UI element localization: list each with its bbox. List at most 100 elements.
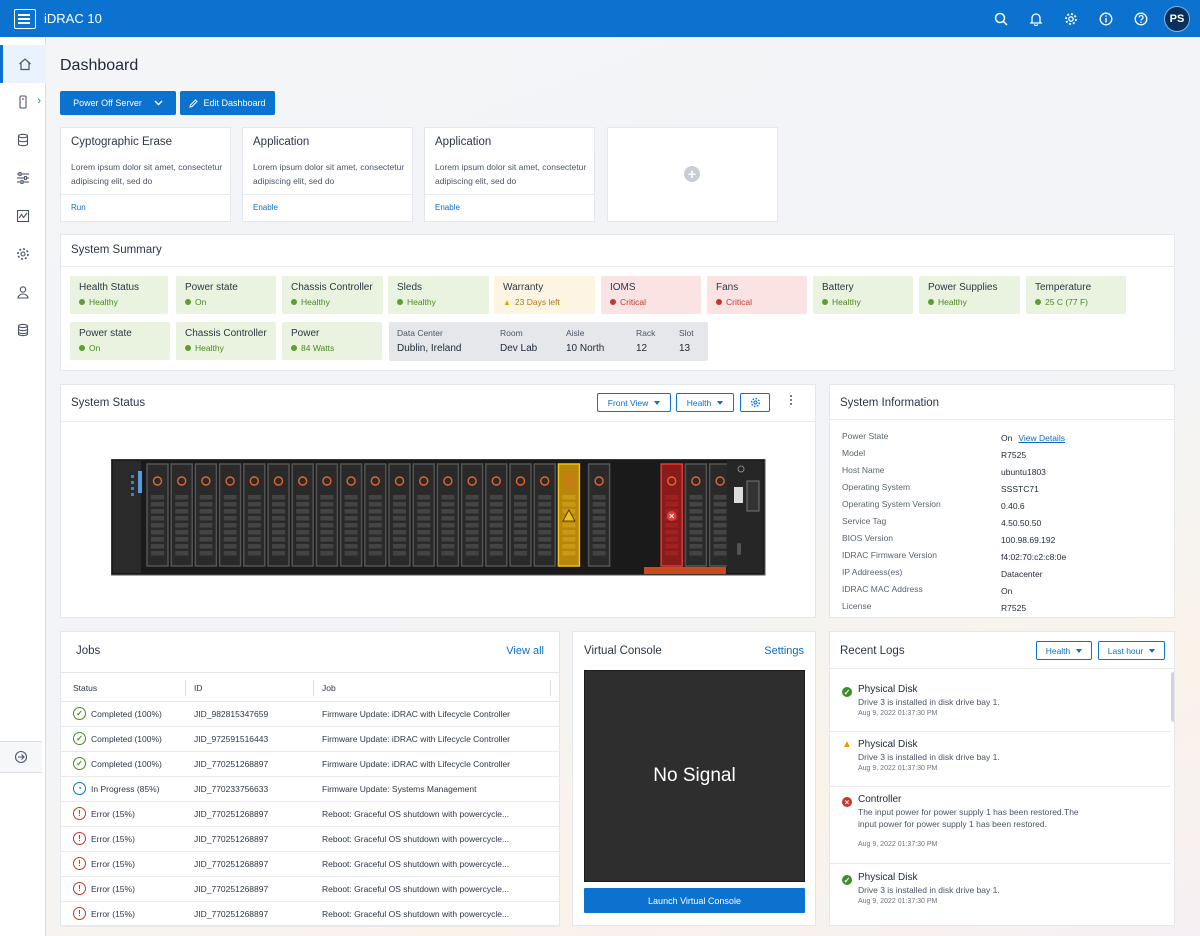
view-all-link[interactable]: View all (506, 645, 544, 657)
drive-bay[interactable] (412, 463, 435, 567)
virtual-console-screen[interactable]: No Signal (584, 670, 805, 882)
view-details-link[interactable]: View Details (1018, 433, 1065, 443)
bell-icon[interactable] (1018, 0, 1053, 37)
column-header-status[interactable]: Status (73, 683, 98, 693)
summary-tile[interactable]: Power 84 Watts (282, 322, 382, 360)
drive-bay[interactable] (509, 463, 532, 567)
user-avatar[interactable]: PS (1164, 5, 1190, 32)
more-options-icon[interactable] (787, 395, 795, 411)
logs-scrollbar[interactable] (1171, 672, 1174, 722)
drive-vent (592, 502, 606, 507)
drive-bay[interactable] (587, 463, 611, 567)
drive-bay[interactable] (460, 463, 484, 567)
drive-vent (223, 544, 237, 549)
summary-tile[interactable]: Chassis Controller Healthy (282, 276, 383, 314)
card-link-enable[interactable]: Enable (253, 203, 278, 212)
summary-tile[interactable]: Fans Critical (707, 276, 807, 314)
info-icon[interactable] (1088, 0, 1123, 37)
log-title: Physical Disk (858, 684, 918, 695)
summary-tile-status: Healthy (291, 297, 383, 307)
nav-users[interactable] (0, 273, 46, 311)
nav-configuration[interactable] (0, 159, 46, 197)
drive-bay[interactable] (218, 463, 242, 567)
status-text: Healthy (89, 297, 118, 307)
summary-tile[interactable]: Power state On (176, 276, 276, 314)
drive-bay[interactable] (364, 463, 387, 567)
drive-bay[interactable] (485, 463, 508, 567)
job-row[interactable]: ✓ Completed (100%) JID_770251268897 Firmwar… (61, 752, 559, 777)
job-row[interactable]: ! Error (15%) JID_770251268897 Reboot: Grac… (61, 802, 559, 827)
summary-tile[interactable]: Battery Healthy (813, 276, 913, 314)
server-front-view[interactable] (111, 459, 767, 579)
job-row[interactable]: ! Error (15%) JID_770251268897 Reboot: Grac… (61, 902, 559, 927)
drive-bay[interactable] (291, 463, 314, 567)
drive-bay[interactable] (170, 463, 193, 567)
column-header-job[interactable]: Job (322, 683, 336, 693)
add-card-button[interactable]: + (607, 127, 778, 222)
edit-dashboard-button[interactable]: Edit Dashboard (180, 91, 275, 115)
drive-bay[interactable] (684, 463, 708, 567)
nav-server[interactable]: › (0, 83, 46, 121)
drive-vent (320, 544, 334, 549)
summary-tile[interactable]: Warranty ▲ 23 Days left (494, 276, 595, 314)
summary-tile[interactable]: IOMS Critical (601, 276, 701, 314)
drive-bay[interactable] (194, 463, 218, 567)
drive-bay[interactable] (339, 463, 363, 567)
status-settings-button[interactable] (740, 393, 770, 412)
log-item[interactable]: ▲ Physical Disk Drive 3 is installed in di… (830, 739, 1170, 787)
help-icon[interactable] (1123, 0, 1158, 37)
summary-tile[interactable]: Chassis Controller Healthy (176, 322, 276, 360)
summary-tile-label: Chassis Controller (291, 282, 373, 293)
log-item[interactable]: ✓ Physical Disk Drive 3 is installed in di… (830, 684, 1170, 732)
nav-maintenance[interactable] (0, 311, 46, 349)
logs-health-filter[interactable]: Health (1036, 641, 1092, 660)
nav-storage[interactable] (0, 121, 46, 159)
job-row[interactable]: ◔ In Progress (85%) JID_770233756633 Firmwa… (61, 777, 559, 802)
nav-settings[interactable] (0, 235, 46, 273)
launch-virtual-console-button[interactable]: Launch Virtual Console (584, 888, 805, 913)
job-row[interactable]: ! Error (15%) JID_770251268897 Reboot: Grac… (61, 852, 559, 877)
drive-bay-frame (218, 463, 242, 567)
health-filter-select[interactable]: Health (676, 393, 734, 412)
log-description: Drive 3 is installed in disk drive bay 1… (858, 885, 1000, 895)
card-application-1: Application Lorem ipsum dolor sit amet, … (242, 127, 413, 222)
nav-monitoring[interactable] (0, 197, 46, 235)
nav-home[interactable] (0, 45, 46, 83)
drive-bay[interactable] (146, 463, 169, 567)
card-link-run[interactable]: Run (71, 203, 86, 212)
drive-bay[interactable] (436, 463, 460, 567)
log-item[interactable]: ✓ Physical Disk Drive 3 is installed in di… (830, 872, 1170, 925)
column-header-id[interactable]: ID (194, 683, 203, 693)
power-button[interactable] (737, 465, 745, 473)
healthy-icon (822, 299, 828, 305)
card-link-enable[interactable]: Enable (435, 203, 460, 212)
summary-tile[interactable]: Power Supplies Healthy (919, 276, 1020, 314)
drive-bay[interactable] (388, 463, 411, 567)
drive-bay[interactable] (708, 463, 732, 567)
summary-tile[interactable]: Power state On (70, 322, 170, 360)
gear-icon[interactable] (1053, 0, 1088, 37)
logs-time-range-select[interactable]: Last hour (1098, 641, 1165, 660)
job-row[interactable]: ✓ Completed (100%) JID_972591516443 Firmwar… (61, 727, 559, 752)
drive-bay[interactable] (533, 463, 556, 567)
status-led (131, 493, 134, 496)
summary-tile[interactable]: Temperature 25 C (77 F) (1026, 276, 1126, 314)
system-info-value: R7525 (1001, 450, 1026, 460)
view-select[interactable]: Front View (597, 393, 671, 412)
power-off-server-button[interactable]: Power Off Server (60, 91, 176, 115)
drive-bay-warning[interactable] (557, 463, 581, 567)
drive-bay[interactable] (315, 463, 339, 567)
job-row[interactable]: ! Error (15%) JID_770251268897 Reboot: Grac… (61, 827, 559, 852)
drive-bay[interactable] (243, 463, 266, 567)
sidebar-expand-button[interactable] (0, 741, 42, 773)
drive-bay[interactable] (267, 463, 290, 567)
drive-bay-critical[interactable] (660, 463, 683, 567)
job-row[interactable]: ✓ Completed (100%) JID_982815347659 Firmwar… (61, 702, 559, 727)
summary-tile[interactable]: Health Status Healthy (70, 276, 168, 314)
log-item[interactable]: × Controller The input power for power sup… (830, 794, 1170, 864)
summary-tile[interactable]: Sleds Healthy (388, 276, 489, 314)
jobs-panel: Jobs View all Status ID Job ✓ Completed (… (60, 631, 560, 927)
virtual-console-settings-link[interactable]: Settings (764, 645, 804, 657)
search-icon[interactable] (983, 0, 1018, 37)
job-row[interactable]: ! Error (15%) JID_770251268897 Reboot: Grac… (61, 877, 559, 902)
